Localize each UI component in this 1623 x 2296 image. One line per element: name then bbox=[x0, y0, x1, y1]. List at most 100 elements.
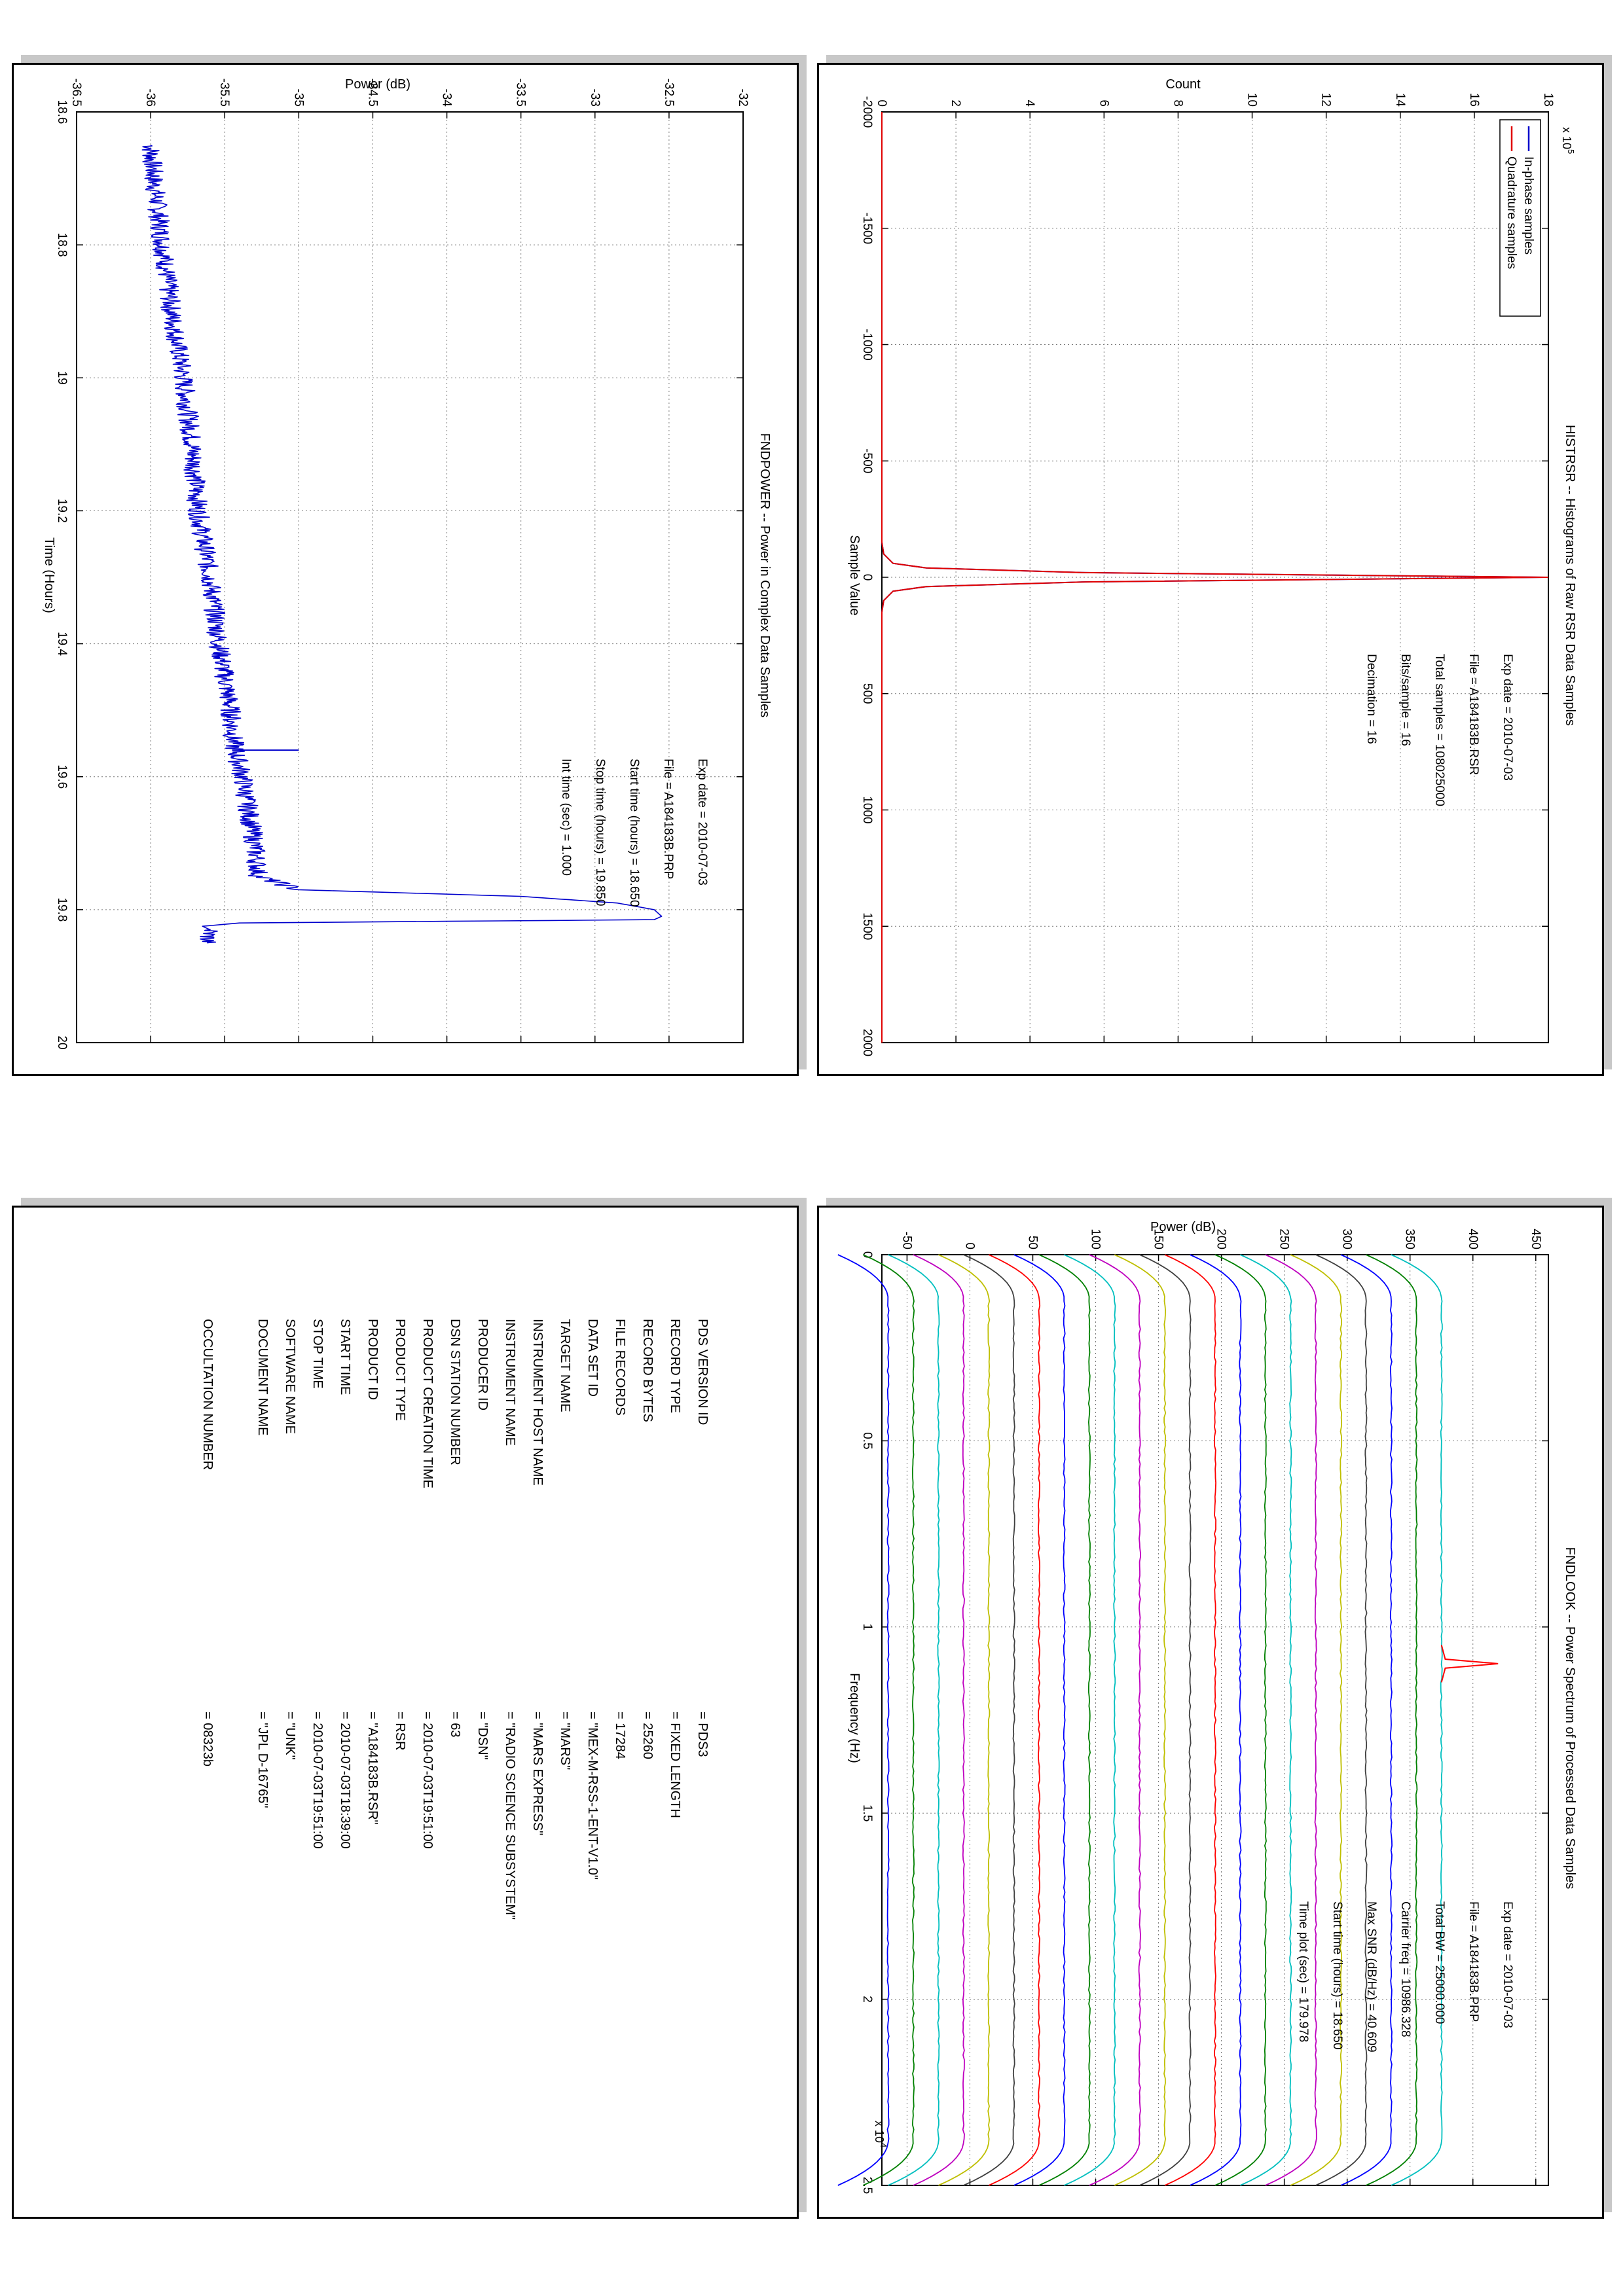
fndpower-chart: FNDPOWER -- Power in Complex Data Sample… bbox=[42, 77, 772, 1050]
label-row-key: PRODUCT TYPE bbox=[393, 1319, 407, 1421]
histrsr-x-tick-label: -1500 bbox=[860, 212, 874, 244]
fndlook-trace bbox=[1139, 1254, 1192, 2186]
label-row-value: = "JPL D-16765" bbox=[255, 1712, 270, 1808]
label-row-key: OCCULTATION NUMBER bbox=[200, 1319, 215, 1470]
histrsr-y-tick-label: 2 bbox=[949, 99, 962, 107]
fndpower-xlabel: Time (Hours) bbox=[42, 537, 56, 613]
label-row-value: = 17284 bbox=[613, 1712, 627, 1759]
fndlook-trace bbox=[938, 1254, 991, 2186]
fndlook-trace bbox=[1391, 1254, 1443, 2186]
label-row-value: = 2010-07-03T19:51:00 bbox=[310, 1712, 325, 1849]
fndlook-y-tick-label: 100 bbox=[1089, 1229, 1103, 1249]
fndpower-info-line: Int time (sec) = 1.000 bbox=[559, 759, 573, 876]
fndpower-x-tick-label: 18.6 bbox=[55, 100, 69, 124]
label-row-key: DSN STATION NUMBER bbox=[448, 1319, 462, 1465]
fndpower-y-tick-label: -35.5 bbox=[217, 79, 231, 107]
histrsr-y-tick-label: 0 bbox=[875, 99, 888, 107]
fndlook-y-tick-label: 350 bbox=[1403, 1229, 1417, 1249]
fndlook-trace bbox=[1290, 1254, 1343, 2186]
label-row-key: DOCUMENT NAME bbox=[255, 1319, 270, 1436]
fndpower-info-line: Start time (hours) = 18.650 bbox=[627, 759, 641, 907]
label-row-key: INSTRUMENT NAME bbox=[503, 1319, 517, 1446]
fndpower-x-tick-label: 19 bbox=[55, 371, 69, 385]
fndpower-info-line: File = A184183B.PRP bbox=[661, 759, 675, 879]
label-row-value: = "MARS" bbox=[558, 1712, 572, 1770]
histrsr-legend-label: In-phase samples bbox=[1522, 156, 1535, 255]
fndpower-y-tick-label: -36.5 bbox=[69, 79, 83, 107]
fndpower-series bbox=[141, 145, 663, 944]
histrsr-x-tick-label: 500 bbox=[860, 683, 874, 704]
fndlook-x-tick-label: 0 bbox=[860, 1251, 874, 1259]
fndlook-y-tick-label: 300 bbox=[1340, 1229, 1354, 1249]
fndlook-trace bbox=[1089, 1254, 1141, 2186]
label-row-value: = "A184183B.RSR" bbox=[365, 1712, 380, 1825]
histrsr-info-line: Bits/sample = 16 bbox=[1398, 654, 1412, 746]
histrsr-x-tick-label: 2000 bbox=[860, 1029, 874, 1056]
fndpower-x-tick-label: 19.6 bbox=[55, 764, 69, 789]
fndpower-ylabel: Power (dB) bbox=[345, 77, 410, 92]
histrsr-info-line: File = A184183B.RSR bbox=[1467, 654, 1480, 775]
fndlook-y-tick-label: 50 bbox=[1025, 1236, 1039, 1249]
fndlook-y-tick-label: 250 bbox=[1277, 1229, 1291, 1249]
fndpower-y-tick-label: -34 bbox=[440, 89, 454, 107]
fndlook-x-tick-label: 1 bbox=[860, 1624, 874, 1631]
fndlook-panel: FNDLOOK -- Power Spectrum of Processed D… bbox=[817, 1206, 1604, 2219]
histrsr-y-tick-label: 4 bbox=[1023, 99, 1036, 107]
label-row-key: STOP TIME bbox=[310, 1319, 325, 1389]
label-row-key: DATA SET ID bbox=[585, 1319, 600, 1397]
histrsr-xlabel: Sample Value bbox=[847, 535, 862, 615]
fndlook-trace bbox=[837, 1254, 890, 2186]
label-row-key: START TIME bbox=[338, 1319, 352, 1395]
fndlook-y-tick-label: 0 bbox=[962, 1242, 976, 1249]
label-row-value: = FIXED LENGTH bbox=[668, 1712, 682, 1818]
label-row-key: FILE RECORDS bbox=[613, 1319, 627, 1416]
histrsr-x-tick-label: -1000 bbox=[860, 329, 874, 361]
label-row-value: = "RADIO SCIENCE SUBSYSTEM" bbox=[503, 1712, 517, 1920]
fndlook-title: FNDLOOK -- Power Spectrum of Processed D… bbox=[1563, 1547, 1577, 1889]
histrsr-x-tick-label: 0 bbox=[860, 574, 874, 581]
fndlook-x-tick-label: 1.5 bbox=[860, 1804, 874, 1821]
histrsr-x-tick-label: 1000 bbox=[860, 796, 874, 823]
fndlook-carrier-peak bbox=[1440, 1645, 1499, 1683]
histrsr-y-tick-label: 6 bbox=[1097, 99, 1110, 107]
fndpower-panel: FNDPOWER -- Power in Complex Data Sample… bbox=[12, 63, 799, 1076]
fndlook-trace bbox=[888, 1254, 940, 2186]
fndlook-trace bbox=[1164, 1254, 1217, 2186]
label-row-key: INSTRUMENT HOST NAME bbox=[530, 1319, 545, 1486]
fndlook-xlabel: Frequency (Hz) bbox=[847, 1673, 862, 1763]
fndlook-info-line: Start time (hours) = 18.650 bbox=[1330, 1901, 1344, 2050]
fndlook-y-tick-label: 150 bbox=[1152, 1229, 1165, 1249]
fndlook-y-tick-label: 400 bbox=[1466, 1229, 1480, 1249]
label-row-key: RECORD TYPE bbox=[668, 1319, 682, 1413]
histrsr-y-tick-label: 14 bbox=[1393, 93, 1407, 107]
label-row-key: SOFTWARE NAME bbox=[283, 1319, 297, 1434]
pds-label-table: PDS VERSION ID = PDS3 RECORD TYPE = FIXED L… bbox=[200, 1319, 710, 1920]
fndlook-ylabel: Power (dB) bbox=[1150, 1220, 1216, 1234]
fndlook-x-tick-label: 2 bbox=[860, 1996, 874, 2003]
fndpower-x-tick-label: 19.8 bbox=[55, 897, 69, 922]
fndlook-trace bbox=[963, 1254, 1015, 2186]
label-row-value: = 25260 bbox=[640, 1712, 655, 1759]
fndlook-trace bbox=[913, 1254, 965, 2186]
fndpower-title: FNDPOWER -- Power in Complex Data Sample… bbox=[757, 433, 772, 718]
fndlook-info-line: File = A184183B.PRP bbox=[1467, 1901, 1480, 2022]
label-row-value: = "MARS EXPRESS" bbox=[530, 1712, 545, 1835]
fndlook-trace bbox=[1340, 1254, 1393, 2186]
fndpower-y-tick-label: -32.5 bbox=[662, 79, 676, 107]
histrsr-ylabel: Count bbox=[1165, 77, 1201, 92]
label-row-value: = 2010-07-03T18:39:00 bbox=[338, 1712, 352, 1849]
label-row-value: = 2010-07-03T19:51:00 bbox=[420, 1712, 435, 1849]
histrsr-title: HISTRSR -- Histograms of Raw RSR Data Sa… bbox=[1563, 425, 1577, 726]
label-row-key: RECORD BYTES bbox=[640, 1319, 655, 1422]
label-row-key: PDS VERSION ID bbox=[695, 1319, 710, 1425]
histrsr-legend-box bbox=[1499, 119, 1541, 317]
histrsr-info-line: Decimation = 16 bbox=[1364, 654, 1378, 744]
fndlook-trace bbox=[1038, 1254, 1091, 2186]
fndpower-y-tick-label: -34.5 bbox=[365, 79, 379, 107]
label-row-key: TARGET NAME bbox=[558, 1319, 572, 1412]
label-row-value: = "DSN" bbox=[475, 1712, 490, 1760]
label-row-key: PRODUCT ID bbox=[365, 1319, 380, 1400]
histrsr-info-line: Total samples = 108025000 bbox=[1432, 654, 1446, 806]
fndlook-y-tick-label: 450 bbox=[1529, 1229, 1542, 1249]
fndpower-y-tick-label: -36 bbox=[143, 89, 157, 107]
